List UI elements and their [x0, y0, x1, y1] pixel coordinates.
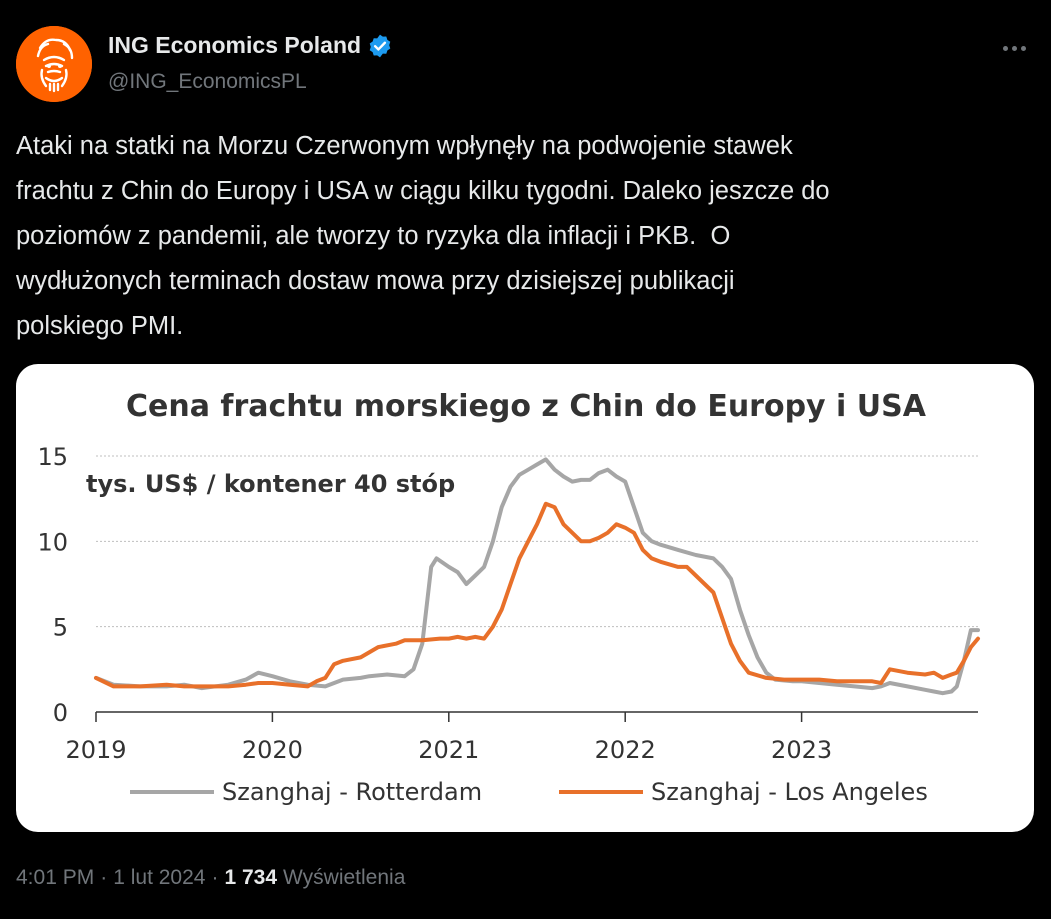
tweet-time[interactable]: 4:01 PM [16, 866, 95, 889]
views-label: Wyświetlenia [283, 866, 406, 889]
separator-dot: · [100, 866, 108, 889]
y-tick-label: 0 [53, 699, 68, 727]
series-line-2 [94, 501, 980, 689]
y-tick-label: 15 [37, 443, 68, 471]
avatar[interactable] [16, 26, 92, 102]
tweet-date[interactable]: 1 lut 2024 [113, 866, 206, 889]
more-dot-icon [1020, 45, 1026, 51]
chart-title: Cena frachtu morskiego z Chin do Europy … [126, 389, 927, 424]
x-tick-label: 2023 [771, 736, 832, 764]
chart-y-axis: 0 5 10 15 [37, 443, 68, 727]
chart-series [94, 457, 980, 696]
tweet-footer: 4:01 PM · 1 lut 2024 · 1 734 Wyświetleni… [16, 866, 405, 890]
x-tick-label: 2021 [418, 736, 479, 764]
ing-lion-logo-icon [16, 26, 92, 102]
tweet-media-chart[interactable]: Cena frachtu morskiego z Chin do Europy … [16, 364, 1034, 832]
chart-unit-label: tys. US$ / kontener 40 stóp [86, 470, 455, 498]
chart-grid [96, 455, 978, 628]
y-tick-label: 5 [53, 614, 68, 642]
y-tick-label: 10 [37, 528, 68, 556]
author-display-name[interactable]: ING Economics Poland [108, 32, 362, 58]
series-line-1 [94, 457, 980, 696]
more-dot-icon [1011, 45, 1017, 51]
more-dot-icon [1002, 45, 1008, 51]
tweet-text: Ataki na statki na Morzu Czerwonym wpłyn… [16, 132, 830, 340]
x-tick-label: 2022 [595, 736, 656, 764]
x-tick-label: 2019 [65, 736, 126, 764]
separator-dot: · [211, 866, 219, 889]
views-count: 1 734 [224, 866, 278, 889]
x-tick-label: 2020 [242, 736, 303, 764]
legend-label: Szanghaj - Los Angeles [651, 778, 928, 806]
chart-x-axis: 2019 2020 2021 2022 2023 [65, 711, 978, 764]
verified-badge-icon [367, 33, 393, 59]
more-options-button[interactable] [996, 30, 1032, 66]
author-name-row[interactable]: ING Economics Poland [108, 32, 393, 59]
author-handle[interactable]: @ING_EconomicsPL [108, 70, 307, 93]
freight-chart: Cena frachtu morskiego z Chin do Europy … [37, 389, 980, 806]
legend-label: Szanghaj - Rotterdam [222, 778, 482, 806]
chart-legend: Szanghaj - Rotterdam Szanghaj - Los Angel… [130, 778, 928, 806]
tweet-header: ING Economics Poland @ING_EconomicsPL [16, 26, 1036, 106]
